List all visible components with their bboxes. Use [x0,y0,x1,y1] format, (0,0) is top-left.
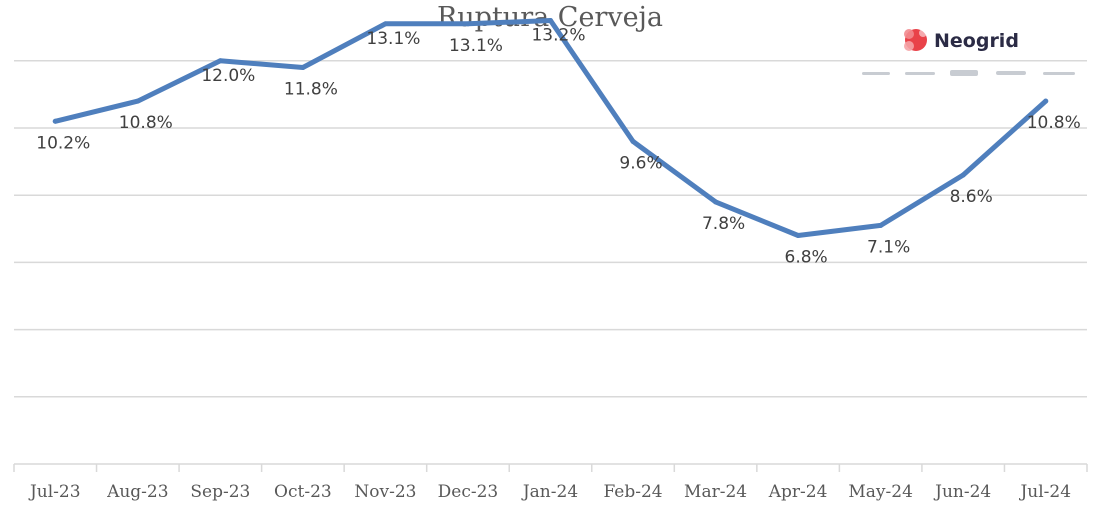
data-label: 9.6% [619,153,662,173]
x-tick-label: May-24 [848,482,913,502]
x-tick-label: Jun-24 [933,482,991,502]
gridlines [14,60,1087,398]
data-label: 10.2% [36,133,90,153]
neogrid-logo-text: Neogrid [934,30,1019,52]
x-tick-label: Oct-23 [274,482,332,502]
x-tick-label: Dec-23 [438,482,499,502]
data-label: 13.1% [366,29,420,49]
neogrid-logo: Neogrid [862,29,1075,76]
data-point [878,222,884,228]
data-point [713,199,719,205]
data-point [52,118,58,124]
x-tick-label: Feb-24 [603,482,662,502]
data-point [795,233,801,239]
x-tick-label: Apr-24 [768,482,828,502]
x-axis: Jul-23 Aug-23 Sep-23 Oct-23 Nov-23 Dec-23 Jan-… [13,463,1088,502]
data-point [1043,98,1049,104]
x-tick-label: Sep-23 [190,482,250,502]
partner-logos-strip [862,70,1075,76]
data-point [135,98,141,104]
x-tick-label: Mar-24 [684,482,747,502]
data-label: 7.8% [702,214,745,234]
x-tick-label: Nov-23 [354,482,416,502]
data-label: 11.8% [284,80,338,100]
data-label: 10.8% [119,113,173,133]
data-label: 13.1% [449,36,503,56]
data-label: 13.2% [531,25,585,45]
data-point [960,172,966,178]
data-label: 7.1% [867,237,910,257]
x-tick-label: Aug-23 [106,482,168,502]
data-label: 8.6% [950,187,993,207]
data-labels: 10.2% 10.8% 12.0% 11.8% 13.1% 13.1% 13.2% 9.6% 7… [36,25,1080,267]
x-tick-label: Jul-23 [28,482,81,502]
series-layer [52,17,1049,239]
data-point [548,17,553,23]
data-point [217,58,223,64]
data-point [382,21,388,27]
x-tick-label: Jul-24 [1018,482,1071,502]
data-label: 6.8% [785,248,828,268]
data-point [630,138,636,144]
data-label: 10.8% [1027,113,1081,133]
data-label: 12.0% [201,66,255,86]
chart-title: Ruptura Cerveja [437,2,663,33]
data-point [300,65,306,71]
x-tick-label: Jan-24 [521,482,578,502]
neogrid-logo-icon [904,29,927,51]
data-point [465,21,471,27]
